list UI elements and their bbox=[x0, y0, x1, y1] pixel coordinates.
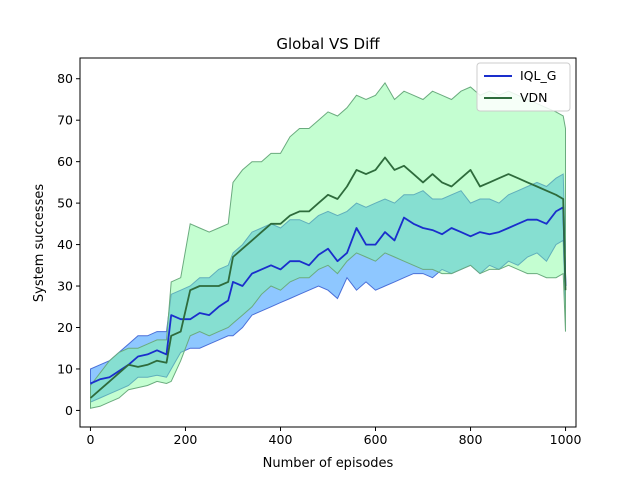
legend-label-vdn: VDN bbox=[520, 90, 548, 105]
x-tick-label: 0 bbox=[86, 432, 94, 447]
y-axis-label: System successes bbox=[32, 184, 47, 302]
x-axis-label: Number of episodes bbox=[263, 456, 394, 471]
x-tick-label: 400 bbox=[269, 432, 293, 447]
y-tick-label: 50 bbox=[57, 196, 73, 211]
y-tick-label: 60 bbox=[57, 154, 73, 169]
legend-label-iql-g: IQL_G bbox=[520, 68, 556, 83]
x-tick-label: 600 bbox=[364, 432, 388, 447]
y-tick-label: 80 bbox=[57, 71, 73, 86]
x-tick-label: 800 bbox=[459, 432, 483, 447]
y-tick-label: 70 bbox=[57, 113, 73, 128]
line-iql-g bbox=[90, 206, 567, 385]
y-tick-label: 10 bbox=[57, 361, 73, 376]
legend: IQL_G VDN bbox=[476, 62, 571, 112]
plot-frame bbox=[79, 57, 577, 428]
band-vdn bbox=[90, 81, 566, 409]
y-tick-label: 30 bbox=[57, 279, 73, 294]
y-tick-label: 40 bbox=[57, 237, 73, 252]
y-tick-label: 20 bbox=[57, 320, 73, 335]
x-tick-label: 1000 bbox=[550, 432, 582, 447]
y-tick-label: 0 bbox=[65, 403, 73, 418]
line-vdn bbox=[89, 156, 567, 399]
x-tick-label: 200 bbox=[174, 432, 198, 447]
chart-title: Global VS Diff bbox=[276, 35, 380, 53]
